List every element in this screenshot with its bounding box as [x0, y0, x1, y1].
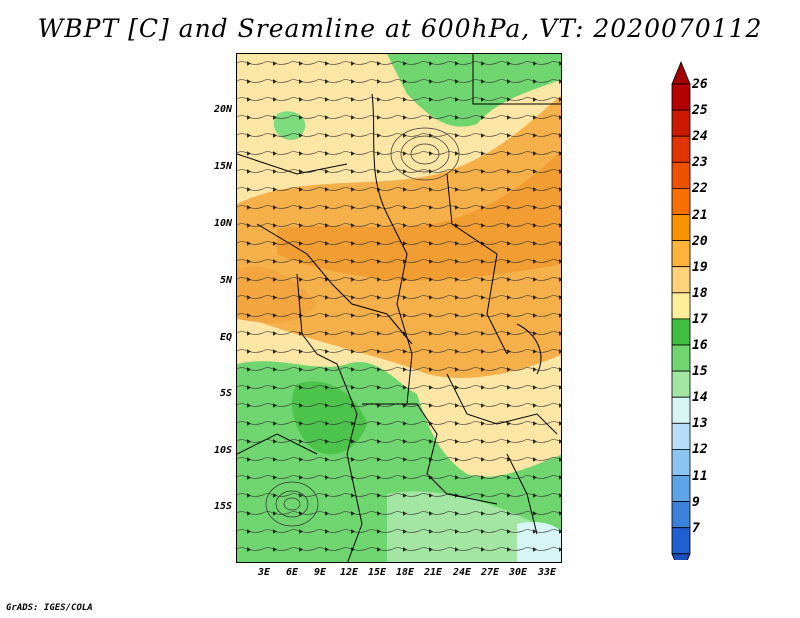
lat-label: 5N	[219, 275, 232, 286]
colorbar-swatch	[671, 266, 691, 294]
lat-label: 15N	[213, 161, 232, 172]
colorbar-label: 25	[692, 103, 708, 119]
lon-label: 33E	[537, 567, 557, 578]
colorbar-label: 9	[692, 494, 700, 510]
lon-label: 15E	[367, 567, 387, 578]
colorbar-swatch	[671, 370, 691, 398]
colorbar-label: 13	[692, 416, 708, 432]
colorbar-swatch	[671, 422, 691, 450]
colorbar-label: 22	[692, 181, 708, 197]
lat-label: EQ	[219, 332, 232, 343]
colorbar-label: 23	[692, 155, 708, 171]
colorbar-label: 7	[692, 520, 700, 536]
lon-label: 27E	[480, 567, 500, 578]
colorbar-swatch	[671, 109, 691, 137]
colorbar-label: 19	[692, 259, 708, 275]
lat-label: 15S	[213, 501, 232, 512]
lat-label: 5S	[219, 388, 232, 399]
colorbar-label: 26	[692, 77, 708, 92]
lon-label: 6E	[285, 567, 299, 578]
colorbar-bottom-arrow	[671, 553, 691, 560]
colorbar-swatch	[671, 318, 691, 346]
lat-label: 20N	[213, 104, 232, 115]
lon-label: 24E	[452, 567, 472, 578]
colorbar-swatch	[671, 344, 691, 372]
colorbar-swatch	[671, 240, 691, 268]
colorbar-swatch	[671, 292, 691, 320]
colorbar-label: 17	[692, 311, 708, 327]
colorbar-swatch	[671, 527, 691, 555]
lon-label: 3E	[257, 567, 271, 578]
colorbar-label: 21	[692, 207, 708, 223]
credit-text: GrADS: IGES/COLA	[6, 603, 93, 613]
colorbar-label: 15	[692, 364, 708, 380]
colorbar-label: 16	[692, 338, 708, 353]
colorbar-swatch	[671, 501, 691, 529]
colorbar-swatch	[671, 475, 691, 503]
lon-label: 30E	[508, 567, 528, 578]
lon-label: 18E	[395, 567, 415, 578]
lat-label: 10S	[213, 445, 232, 456]
map-field	[237, 54, 561, 562]
colorbar	[671, 60, 691, 560]
colorbar-swatch	[671, 214, 691, 242]
colorbar-label: 12	[692, 442, 708, 458]
colorbar-swatch	[671, 396, 691, 424]
lon-label: 21E	[423, 567, 443, 578]
colorbar-swatch	[671, 187, 691, 215]
colorbar-label: 20	[692, 233, 708, 249]
lon-label: 9E	[313, 567, 327, 578]
colorbar-label: 11	[692, 468, 708, 484]
colorbar-label: 24	[692, 129, 708, 145]
lat-label: 10N	[213, 218, 232, 229]
colorbar-top-arrow	[671, 60, 691, 85]
colorbar-label: 18	[692, 285, 708, 301]
map-panel	[236, 53, 562, 563]
lon-label: 12E	[339, 567, 359, 578]
plot-title: WBPT [C] and Sreamline at 600hPa, VT: 20…	[37, 14, 763, 43]
colorbar-swatch	[671, 135, 691, 163]
colorbar-swatch	[671, 83, 691, 111]
colorbar-label: 14	[692, 390, 708, 406]
colorbar-swatch	[671, 161, 691, 189]
colorbar-swatch	[671, 448, 691, 476]
